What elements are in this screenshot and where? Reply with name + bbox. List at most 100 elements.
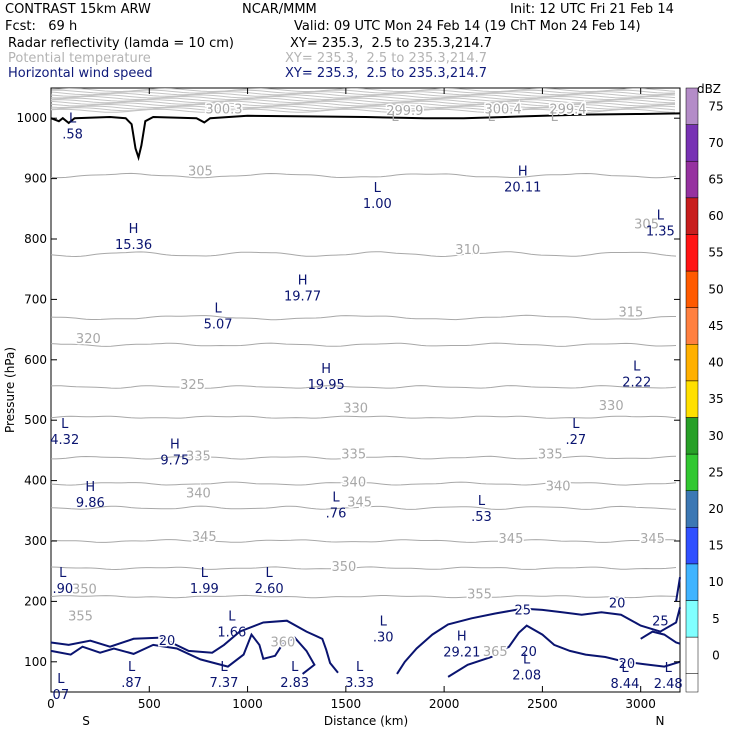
- theta-contour-line: [50, 385, 677, 389]
- y-tick-label: 900: [24, 172, 47, 186]
- theta-contour-label: 365: [483, 645, 508, 660]
- wind-low-marker: L: [59, 566, 67, 581]
- y-tick-label: 100: [24, 655, 47, 669]
- theta-contour-label: 325: [180, 378, 205, 393]
- terrain-line: [50, 112, 681, 162]
- wind-low-marker: L: [356, 660, 364, 675]
- wind-high-marker: H: [518, 165, 528, 180]
- wind-extremum-value: .27: [565, 433, 586, 448]
- theta-contour-label: 330: [343, 401, 368, 416]
- theta-contour-line: [50, 251, 677, 258]
- colorbar-swatch: [685, 124, 699, 162]
- wind-low-marker: L: [214, 302, 222, 317]
- colorbar-tick-label: 10: [708, 575, 723, 589]
- wind-speed-contour: [50, 619, 339, 674]
- colorbar-tick-label: 60: [708, 209, 723, 223]
- field-reflectivity-label: Radar reflectivity (lamda = 10 cm): [8, 36, 234, 51]
- wind-extremum-value: 3.33: [345, 676, 374, 691]
- theta-contour-line: [50, 89, 676, 94]
- wind-speed-contour: [396, 607, 681, 675]
- theta-contour-label: 355: [467, 587, 492, 602]
- colorbar-tick-label: 25: [708, 465, 723, 479]
- colorbar-swatch: [685, 417, 699, 455]
- wind-extremum-value: 29.21: [443, 646, 480, 661]
- theta-contour-line: [50, 481, 677, 486]
- wind-extremum-value: 5.07: [204, 318, 233, 333]
- theta-contour-label: 305: [188, 165, 213, 180]
- field-wind-label: Horizontal wind speed: [8, 66, 153, 81]
- colorbar-tick-label: 55: [708, 246, 723, 260]
- y-tick-label: 400: [24, 474, 47, 488]
- wind-contour-label: 20: [619, 657, 636, 672]
- wind-contour-label: 20: [520, 645, 537, 660]
- colorbar-tick-label: 30: [708, 429, 723, 443]
- colorbar-swatch: [685, 160, 699, 199]
- theta-contour-line: [50, 539, 677, 543]
- wind-high-marker: H: [298, 273, 308, 288]
- theta-contour-label: 345: [347, 496, 372, 511]
- colorbar-tick-label: 15: [708, 539, 723, 553]
- theta-contour-label: 355: [68, 610, 93, 625]
- theta-contour-label: 360: [271, 636, 296, 651]
- wind-extremum-value: 07: [53, 688, 70, 703]
- x-tick-label: 2500: [527, 697, 558, 711]
- wind-low-marker: L: [291, 660, 299, 675]
- colorbar-swatch: [685, 673, 699, 693]
- y-tick-label: 700: [24, 292, 47, 306]
- field-theta-label: Potential temperature: [8, 51, 151, 66]
- colorbar-tick-label: 20: [708, 502, 723, 516]
- theta-contour-line: [50, 97, 676, 102]
- wind-extremum-value: 15.36: [115, 238, 152, 253]
- theta-contour-label: 350: [331, 560, 356, 575]
- wind-low-marker: L: [633, 360, 641, 375]
- colorbar-swatch: [685, 600, 699, 638]
- wind-extremum-value: 1.66: [217, 626, 246, 641]
- theta-contour-label: 340: [186, 487, 211, 502]
- x-tick-label: 2000: [429, 697, 460, 711]
- wind-extremum-value: 1.00: [363, 197, 392, 212]
- theta-contour-label: 335: [341, 447, 366, 462]
- wind-contour-label: 20: [609, 596, 626, 611]
- wind-extremum-value: .58: [62, 127, 83, 142]
- colorbar-swatch: [685, 380, 699, 418]
- wind-low-marker: L: [69, 111, 77, 126]
- theta-contour-label: 300.4: [484, 102, 521, 117]
- y-tick-label: 800: [24, 232, 47, 246]
- theta-contour-label: 315: [618, 305, 643, 320]
- colorbar-swatch: [685, 490, 699, 528]
- wind-speed-contour: [640, 630, 681, 645]
- wind-high-marker: H: [85, 480, 95, 495]
- theta-contour-line: [50, 99, 675, 104]
- colorbar-tick-label: 5: [712, 612, 720, 626]
- wind-contour-label: 25: [652, 615, 669, 630]
- theta-contour-line: [50, 107, 676, 112]
- theta-low-marker: L: [488, 110, 496, 125]
- theta-contour-label: 350: [72, 583, 97, 598]
- theta-contour-label: 340: [341, 476, 366, 491]
- theta-contour-label: 320: [76, 332, 101, 347]
- theta-contour-label: 300.3: [205, 102, 242, 117]
- model-title: CONTRAST 15km ARW: [5, 2, 151, 17]
- field-reflectivity-xy: XY= 235.3, 2.5 to 235.3,214.7: [290, 36, 493, 51]
- wind-speed-contour: [447, 624, 681, 678]
- wind-extremum-value: 1.35: [646, 225, 675, 240]
- theta-contour-label: 299.4: [549, 102, 586, 117]
- wind-speed-contour: [675, 577, 681, 602]
- wind-contour-label: 25: [514, 604, 531, 619]
- wind-low-marker: L: [657, 209, 665, 224]
- colorbar-tick-label: 70: [708, 136, 723, 150]
- wind-high-marker: H: [457, 630, 467, 645]
- y-tick-label: 200: [24, 594, 47, 608]
- theta-contour-line: [50, 172, 677, 179]
- x-tick-label: 0: [47, 697, 55, 711]
- wind-extremum-value: 19.95: [308, 378, 345, 393]
- theta-contour-line: [51, 455, 677, 460]
- theta-contour-line: [50, 87, 676, 93]
- wind-low-marker: L: [523, 653, 531, 668]
- theta-contour-label: 340: [546, 479, 571, 494]
- wind-extremum-value: 2.08: [512, 669, 541, 684]
- field-wind-xy: XY= 235.3, 2.5 to 235.3,214.7: [285, 66, 488, 81]
- theta-contour-label: 345: [499, 532, 524, 547]
- wind-low-marker: L: [478, 494, 486, 509]
- theta-contour-line: [50, 415, 677, 419]
